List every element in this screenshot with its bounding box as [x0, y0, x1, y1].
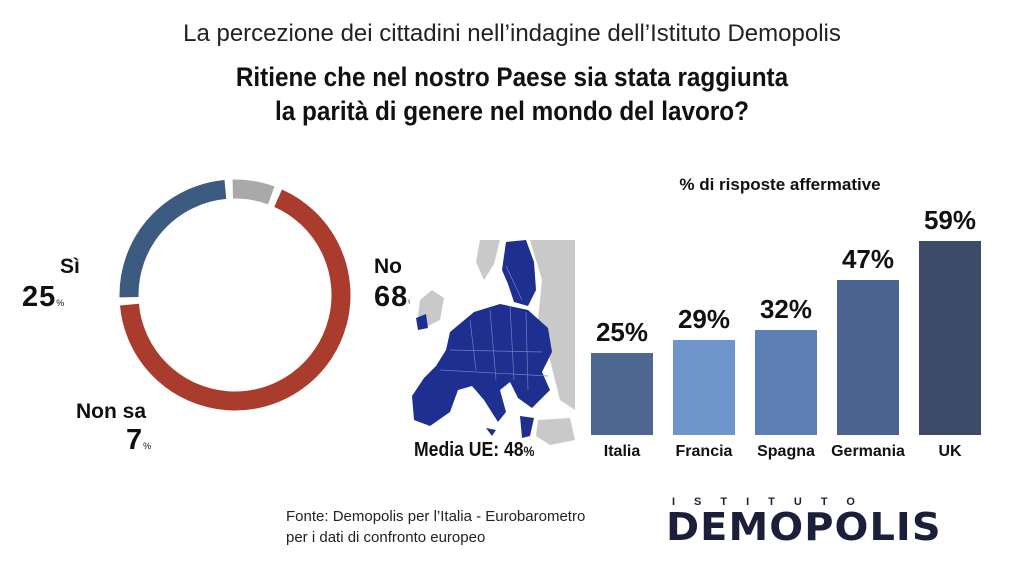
bar-category-italia: Italia: [603, 443, 641, 460]
question-title-line-2: la parità di genere nel mondo del lavoro…: [275, 96, 749, 126]
bar-value-uk: 59%: [923, 205, 977, 235]
donut-value-nonsa-number: 7: [126, 424, 144, 456]
donut-slice-no: [119, 189, 351, 411]
donut-value-si-unit: %: [56, 298, 65, 308]
bar-spagna: [755, 329, 817, 435]
map-land-norway: [476, 240, 500, 280]
donut-value-si-number: 25: [22, 281, 57, 313]
bar-germania: [837, 280, 899, 435]
bar-category-germania: Germania: [831, 443, 905, 460]
map-eu-sicily: [486, 428, 496, 436]
donut-value-nonsa: 7%: [126, 424, 151, 457]
map-borders: [439, 265, 549, 391]
question-title-line-1: Ritiene che nel nostro Paese sia stata r…: [235, 62, 789, 92]
donut-label-si: Sì: [60, 255, 80, 278]
donut-value-si: 25%: [22, 281, 64, 314]
bar-category-spagna: Spagna: [757, 443, 815, 460]
media-ue-text: Media UE: 48: [414, 439, 524, 461]
bar-italia: [591, 352, 653, 435]
map-eu-greece: [520, 416, 534, 438]
page-subtitle: La percezione dei cittadini nell’indagin…: [183, 20, 841, 47]
bar-value-germania: 47%: [841, 244, 895, 275]
bar-chart-title: % di risposte affermative: [679, 175, 881, 194]
logo-istituto-text: ISTITUTO: [672, 496, 874, 508]
map-eu-ireland: [416, 314, 428, 330]
logo-demopolis: DEMOPOLIS: [666, 505, 942, 549]
donut-label-no: No: [374, 255, 402, 278]
bar-value-spagna: 32%: [759, 293, 813, 324]
bar-uk: [919, 241, 981, 435]
donut-chart: [119, 179, 351, 411]
donut-value-nonsa-unit: %: [143, 441, 152, 451]
map-eu-mainland: [412, 304, 552, 426]
bar-francia: [673, 339, 735, 435]
bar-category-francia: Francia: [675, 443, 733, 460]
map-land-turkey: [536, 418, 575, 445]
donut-slice-nonsa: [232, 179, 275, 205]
donut-label-nonsa: Non sa: [76, 400, 147, 423]
donut-slice-si: [119, 179, 227, 298]
map-land-east: [530, 240, 575, 410]
bar-value-italia: 25%: [595, 316, 649, 347]
source-line-1: Fonte: Demopolis per l’Italia - Eurobaro…: [286, 508, 586, 525]
bar-category-uk: UK: [938, 443, 962, 460]
source-note: Fonte: Demopolis per l’Italia - Eurobaro…: [286, 506, 626, 548]
europe-map: [410, 240, 575, 465]
map-eu-nordic: [502, 240, 536, 306]
media-ue-unit: %: [523, 443, 535, 459]
donut-value-no-number: 68: [374, 281, 409, 313]
source-line-2: per i dati di confronto europeo: [286, 529, 486, 546]
bar-value-francia: 29%: [677, 303, 731, 334]
media-ue-label: Media UE: 48%: [414, 439, 535, 462]
